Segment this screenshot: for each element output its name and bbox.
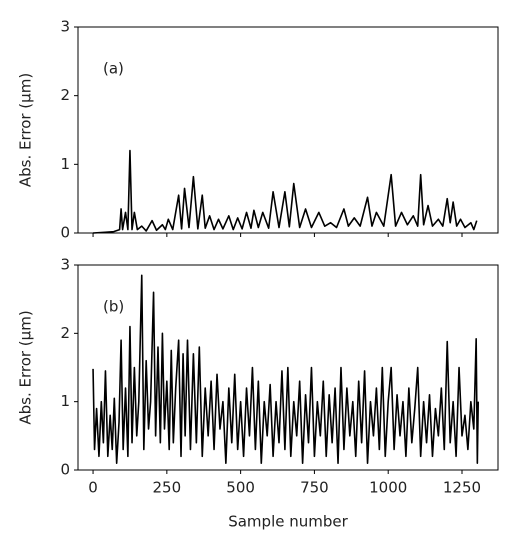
x-tick-label: 250	[153, 479, 182, 497]
y-tick-label: 3	[60, 18, 70, 36]
axes-frame	[77, 264, 499, 471]
y-tick-label: 0	[60, 461, 70, 479]
data-line	[93, 149, 478, 234]
y-tick-label: 1	[60, 392, 70, 410]
x-axis-label: Sample number	[228, 513, 348, 531]
panel-annotation: (a)	[103, 60, 124, 78]
x-tick-label: 0	[88, 479, 98, 497]
x-tick-label: 1250	[443, 479, 481, 497]
y-tick-label: 3	[60, 256, 70, 274]
y-tick-label: 0	[60, 224, 70, 242]
axes-frame	[77, 26, 499, 234]
y-axis-label: Abs. Error (μm)	[17, 310, 35, 424]
y-tick-label: 2	[60, 86, 70, 104]
y-axis-label: Abs. Error (μm)	[17, 73, 35, 187]
x-tick-label: 1000	[369, 479, 407, 497]
y-tick-label: 2	[60, 324, 70, 342]
data-line	[92, 274, 480, 464]
panel-annotation: (b)	[103, 298, 124, 316]
x-tick-label: 750	[300, 479, 329, 497]
x-tick-label: 500	[226, 479, 255, 497]
y-tick-label: 1	[60, 155, 70, 173]
